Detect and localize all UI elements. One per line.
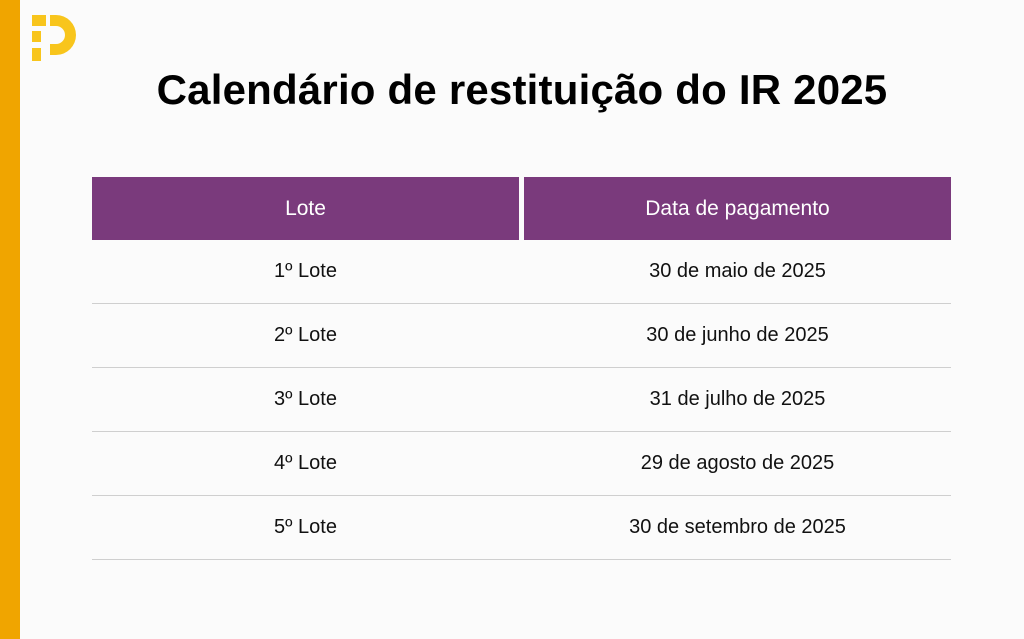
table-header: Lote Data de pagamento (92, 177, 951, 240)
table-row: 1º Lote 30 de maio de 2025 (92, 240, 951, 304)
header-lote: Lote (92, 177, 519, 240)
payment-date-cell: 29 de agosto de 2025 (640, 452, 835, 474)
header-data-de-pagamento: Data de pagamento (524, 177, 951, 240)
table-row: 2º Lote 30 de junho de 2025 (92, 304, 951, 368)
payment-date-cell: 30 de setembro de 2025 (629, 516, 846, 538)
table-row: 3º Lote 31 de julho de 2025 (92, 368, 951, 432)
side-stripe (0, 0, 20, 639)
restitution-table: Lote Data de pagamento 1º Lote 30 de mai… (92, 177, 951, 560)
lote-cell: 4º Lote (274, 452, 337, 474)
lote-cell: 1º Lote (274, 260, 337, 282)
lote-cell: 2º Lote (274, 324, 337, 346)
payment-date-cell: 30 de maio de 2025 (649, 260, 826, 282)
p-logo-icon (28, 10, 80, 66)
payment-date-cell: 31 de julho de 2025 (649, 388, 826, 410)
table-row: 5º Lote 30 de setembro de 2025 (92, 496, 951, 560)
lote-cell: 3º Lote (274, 388, 337, 410)
page-title: Calendário de restituição do IR 2025 (156, 66, 888, 113)
lote-cell: 5º Lote (274, 516, 337, 538)
table-row: 4º Lote 29 de agosto de 2025 (92, 432, 951, 496)
payment-date-cell: 30 de junho de 2025 (646, 324, 829, 346)
